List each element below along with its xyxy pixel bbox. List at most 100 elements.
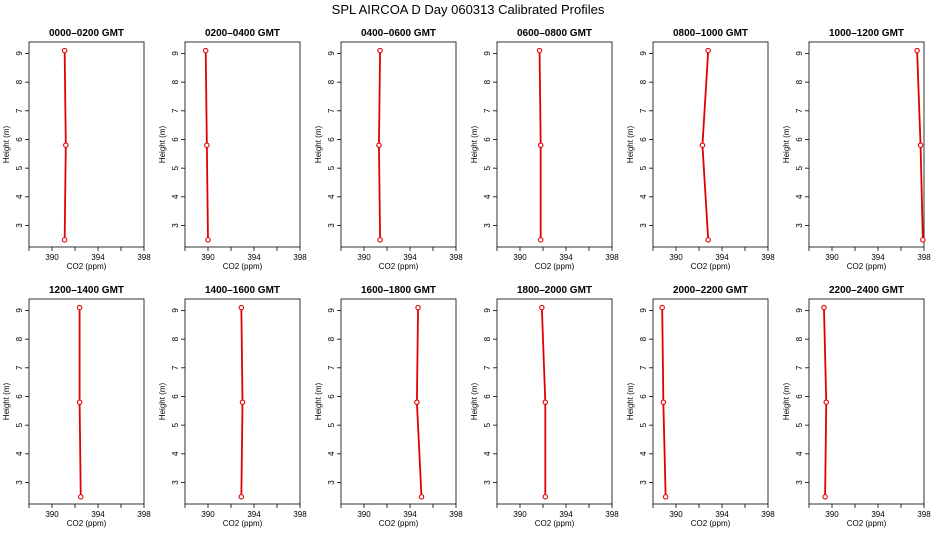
y-tick-label: 7	[171, 365, 180, 370]
plot-frame	[340, 298, 457, 505]
data-point	[542, 399, 549, 405]
x-tick-label: 394	[559, 253, 573, 262]
y-tick-label: 9	[639, 308, 648, 313]
x-tick-label: 390	[513, 253, 527, 262]
x-tick-label: 390	[357, 253, 371, 262]
y-tick-label: 5	[171, 422, 180, 427]
data-point	[202, 47, 209, 54]
x-tick-label: 398	[605, 253, 619, 262]
profile-panel: 1000–1200 GMT 390 394 398 3 4 5 6 7 8 9 CO2 (ppm) He…	[782, 28, 931, 271]
x-tick-label: 390	[201, 510, 215, 519]
data-point	[377, 237, 383, 243]
x-tick-label: 394	[91, 253, 105, 262]
data-point	[76, 399, 83, 405]
y-tick-label: 3	[639, 223, 648, 228]
y-axis-label: Height (m)	[2, 125, 11, 163]
data-point	[377, 47, 383, 54]
y-tick-label: 3	[795, 480, 804, 485]
x-tick-label: 394	[403, 253, 417, 262]
y-tick-label: 4	[483, 194, 492, 199]
y-tick-label: 8	[171, 79, 180, 84]
x-axis-label: CO2 (ppm)	[223, 262, 263, 271]
y-tick-label: 7	[483, 108, 492, 113]
x-tick-label: 398	[137, 253, 151, 262]
x-tick-label: 398	[449, 510, 463, 519]
y-axis-label: Height (m)	[782, 125, 791, 163]
y-tick-label: 5	[795, 422, 804, 427]
panel-title: 0000–0200 GMT	[49, 28, 124, 39]
y-tick-label: 3	[639, 480, 648, 485]
profile-panel: 0200–0400 GMT 390 394 398 3 4 5 6 7 8 9 CO2 (ppm) He…	[158, 28, 307, 271]
data-point	[917, 142, 924, 148]
y-tick-label: 4	[639, 194, 648, 199]
plot-frame	[808, 41, 925, 248]
y-tick-label: 9	[795, 51, 804, 56]
y-tick-label: 3	[15, 223, 24, 228]
plot-frame	[184, 41, 301, 248]
y-tick-label: 6	[639, 394, 648, 399]
data-point	[823, 399, 829, 405]
y-tick-label: 5	[639, 422, 648, 427]
y-tick-label: 4	[483, 451, 492, 456]
plot-frame	[28, 298, 145, 505]
y-tick-label: 8	[483, 79, 492, 84]
profile-panel: 2200–2400 GMT 390 394 398 3 4 5 6 7 8 9 CO2 (ppm) He…	[782, 285, 931, 528]
x-tick-label: 398	[293, 510, 307, 519]
profile-panel: 0800–1000 GMT 390 394 398 3 4 5 6 7 8 9 CO2 (ppm) He…	[626, 28, 775, 271]
y-axis-label: Height (m)	[314, 382, 323, 420]
y-tick-label: 7	[15, 365, 24, 370]
y-tick-label: 9	[171, 308, 180, 313]
y-tick-label: 8	[483, 336, 492, 341]
panel-title: 1200–1400 GMT	[49, 285, 124, 296]
x-tick-label: 398	[917, 510, 931, 519]
panel-title: 0800–1000 GMT	[673, 28, 748, 39]
x-tick-label: 394	[715, 253, 729, 262]
y-tick-label: 5	[639, 165, 648, 170]
y-tick-label: 9	[483, 308, 492, 313]
y-tick-label: 7	[795, 365, 804, 370]
y-tick-label: 3	[171, 480, 180, 485]
profile-panel: 0600–0800 GMT 390 394 398 3 4 5 6 7 8 9 CO2 (ppm) He…	[470, 28, 619, 271]
plot-frame	[28, 41, 145, 248]
y-tick-label: 3	[171, 223, 180, 228]
y-axis-label: Height (m)	[158, 125, 167, 163]
panel-title: 1800–2000 GMT	[517, 285, 592, 296]
x-tick-label: 398	[605, 510, 619, 519]
profile-panel: 0000–0200 GMT 390 394 398 3 4 5 6 7 8 9 CO2 (ppm) He…	[2, 28, 151, 271]
plot-frame	[652, 41, 769, 248]
y-tick-label: 4	[327, 451, 336, 456]
data-point	[204, 142, 210, 148]
data-point	[542, 494, 549, 500]
x-tick-label: 390	[201, 253, 215, 262]
x-axis-label: CO2 (ppm)	[379, 519, 419, 528]
y-tick-label: 9	[327, 51, 336, 56]
x-axis-label: CO2 (ppm)	[691, 519, 731, 528]
y-axis-label: Height (m)	[158, 382, 167, 420]
plot-frame	[496, 298, 613, 505]
x-tick-label: 398	[917, 253, 931, 262]
y-tick-label: 7	[639, 365, 648, 370]
y-axis-label: Height (m)	[626, 125, 635, 163]
x-tick-label: 398	[293, 253, 307, 262]
data-point	[376, 142, 382, 148]
figure-title: SPL AIRCOA D Day 060313 Calibrated Profi…	[332, 2, 605, 17]
panel-title: 0400–0600 GMT	[361, 28, 436, 39]
data-point	[238, 304, 245, 311]
x-tick-label: 398	[137, 510, 151, 519]
y-tick-label: 9	[327, 308, 336, 313]
data-point	[821, 304, 827, 311]
y-tick-label: 3	[327, 480, 336, 485]
x-tick-label: 394	[715, 510, 729, 519]
profile-panel: 1400–1600 GMT 390 394 398 3 4 5 6 7 8 9 CO2 (ppm) He…	[158, 285, 307, 528]
x-axis-label: CO2 (ppm)	[223, 519, 263, 528]
y-tick-label: 7	[15, 108, 24, 113]
data-point	[537, 237, 544, 243]
x-tick-label: 390	[669, 510, 683, 519]
profile-panel: 1800–2000 GMT 390 394 398 3 4 5 6 7 8 9 CO2 (ppm) He…	[470, 285, 619, 528]
data-point	[699, 142, 706, 148]
y-tick-label: 4	[327, 194, 336, 199]
y-tick-label: 3	[327, 223, 336, 228]
panel-title: 1000–1200 GMT	[829, 28, 904, 39]
